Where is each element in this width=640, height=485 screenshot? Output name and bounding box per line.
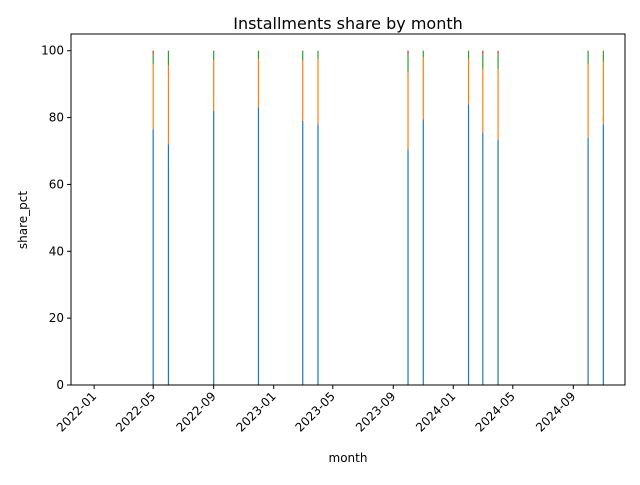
x-axis-label: month [329, 451, 368, 465]
x-tick-label: 2023-05 [293, 389, 338, 434]
bar-segment-2023-04-01-s2 [317, 50, 319, 60]
bar-segment-2023-03-01-s0 [302, 120, 304, 385]
x-tick-label: 2024-09 [533, 389, 578, 434]
y-tick-label: 0 [56, 378, 64, 392]
bar-segment-2023-04-01-s0 [317, 124, 319, 385]
bar-segment-2024-10-01-s1 [587, 64, 589, 138]
y-tick-label: 60 [49, 177, 64, 191]
bar-segment-2024-10-01-s2 [587, 50, 589, 65]
x-tick-label: 2023-09 [353, 389, 398, 434]
bar-segment-2023-10-01-s3 [407, 50, 409, 55]
bar-segment-2022-09-01-s0 [213, 110, 215, 385]
bar-segment-2023-11-01-s0 [422, 119, 424, 386]
bar-segment-2022-06-01-s0 [167, 144, 170, 385]
bar-segment-2024-11-01-s2 [602, 50, 604, 63]
x-axis: 2022-01 2022-05 2022-09 2023-01 2023-05 2023-… [54, 385, 578, 435]
y-axis-label: share_pct [16, 191, 30, 249]
bar-segment-2022-05-01-s0 [152, 129, 154, 385]
chart-title: Installments share by month [233, 14, 463, 33]
bar-segment-2024-04-01-s3 [497, 50, 499, 55]
bar-segment-2022-06-01-s1 [167, 65, 170, 145]
y-tick-label: 40 [49, 244, 64, 258]
bar-segment-2022-09-01-s1 [213, 60, 215, 111]
bar-segment-2023-11-01-s1 [422, 57, 424, 120]
bar-segment-2024-04-01-s1 [497, 69, 499, 140]
plot-frame [70, 33, 626, 386]
bar-segment-2023-10-01-s1 [407, 72, 409, 150]
bar-segment-2024-03-01-s2 [482, 54, 484, 70]
x-tick-label: 2022-05 [113, 389, 158, 434]
bar-segment-2024-02-01-s2 [467, 50, 470, 60]
bar-segment-2022-12-01-s2 [257, 50, 260, 60]
x-tick-label: 2023-01 [233, 389, 278, 434]
bar-segment-2022-05-01-s3 [152, 50, 154, 55]
bar-segment-2024-11-01-s0 [602, 124, 604, 385]
bar-segment-2023-03-01-s2 [302, 50, 304, 61]
bar-segment-2024-04-01-s2 [497, 54, 499, 70]
bar-segment-2022-06-01-s2 [167, 50, 170, 66]
bar-segment-2024-02-01-s0 [467, 104, 470, 385]
x-tick-label: 2022-01 [54, 389, 99, 434]
bars-layer [152, 50, 604, 386]
bar-segment-2022-12-01-s1 [257, 59, 260, 108]
bar-segment-2024-03-01-s3 [482, 50, 484, 55]
bar-segment-2023-03-01-s1 [302, 60, 304, 121]
bar-segment-2022-05-01-s1 [152, 64, 154, 130]
y-tick-label: 20 [49, 311, 64, 325]
bar-segment-2023-10-01-s0 [407, 149, 409, 385]
bar-segment-2024-11-01-s1 [602, 62, 604, 125]
x-tick-label: 2024-05 [473, 389, 518, 434]
bar-segment-2024-04-01-s0 [497, 139, 499, 385]
bar-segment-2024-03-01-s0 [482, 132, 484, 385]
y-axis: 0 20 40 60 80 100 [41, 44, 71, 392]
y-tick-label: 80 [49, 111, 64, 125]
bar-segment-2023-11-01-s2 [422, 50, 424, 58]
bar-segment-2023-10-01-s2 [407, 54, 409, 73]
bar-segment-2024-03-01-s1 [482, 69, 484, 133]
x-tick-label: 2022-09 [173, 389, 218, 434]
bar-segment-2024-02-01-s1 [467, 59, 470, 105]
y-tick-label: 100 [41, 44, 64, 58]
bar-segment-2024-10-01-s0 [587, 137, 589, 385]
bar-segment-2023-04-01-s1 [317, 59, 319, 125]
bar-segment-2022-09-01-s2 [213, 50, 215, 61]
bar-segment-2022-12-01-s0 [257, 107, 260, 385]
bar-segment-2022-05-01-s2 [152, 54, 154, 65]
x-tick-label: 2024-01 [413, 389, 458, 434]
